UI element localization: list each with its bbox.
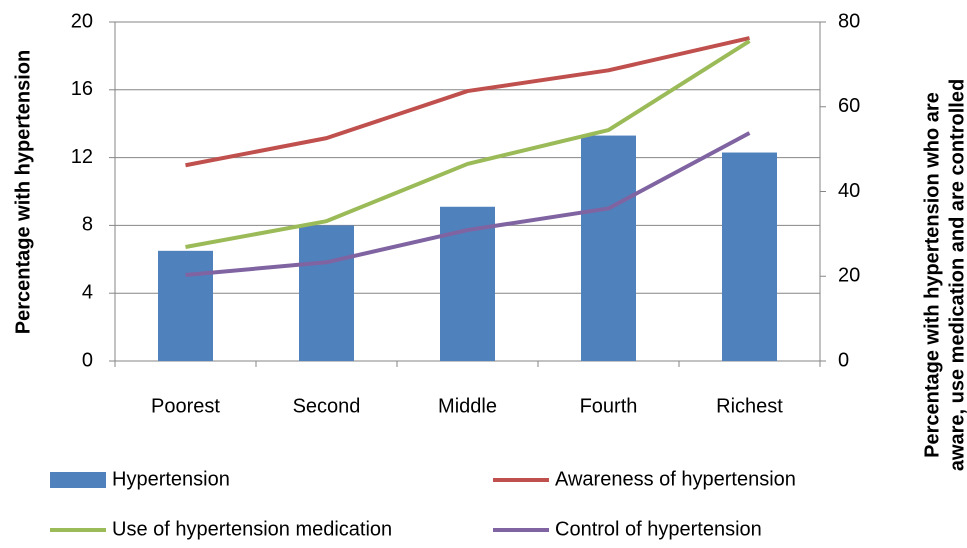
legend-label: Hypertension — [112, 468, 230, 490]
x-tick-label: Richest — [716, 395, 783, 417]
y2-tick-label: 0 — [838, 349, 849, 371]
x-tick-label: Second — [293, 395, 361, 417]
line — [185, 36, 750, 168]
y-tick-label: 4 — [82, 281, 93, 303]
y2-tick-label: 80 — [838, 10, 860, 32]
x-tick-label: Middle — [438, 395, 497, 417]
line — [185, 131, 751, 277]
bar — [581, 135, 636, 361]
y-axis-title: Percentage with hypertension — [12, 50, 34, 335]
y-tick-label: 16 — [71, 78, 93, 100]
y2-tick-label: 60 — [838, 95, 860, 117]
y2-axis-title: aware, use medication and are controlled — [946, 79, 967, 471]
y-tick-label: 0 — [82, 349, 93, 371]
legend-label: Use of hypertension medication — [112, 518, 392, 540]
legend-label: Control of hypertension — [555, 518, 762, 540]
y-tick-label: 8 — [82, 214, 93, 236]
bar — [722, 152, 777, 361]
y2-tick-label: 40 — [838, 180, 860, 202]
y2-axis-title: Percentage with hypertension who are — [921, 92, 943, 458]
bar — [299, 225, 354, 361]
legend-swatch — [50, 472, 106, 488]
y-tick-label: 12 — [71, 146, 93, 168]
y-tick-label: 20 — [71, 10, 93, 32]
x-tick-label: Fourth — [580, 395, 638, 417]
y2-tick-label: 20 — [838, 265, 860, 287]
legend-label: Awareness of hypertension — [555, 468, 796, 490]
bar — [158, 250, 213, 361]
x-tick-label: Poorest — [151, 395, 220, 417]
line — [185, 39, 751, 249]
